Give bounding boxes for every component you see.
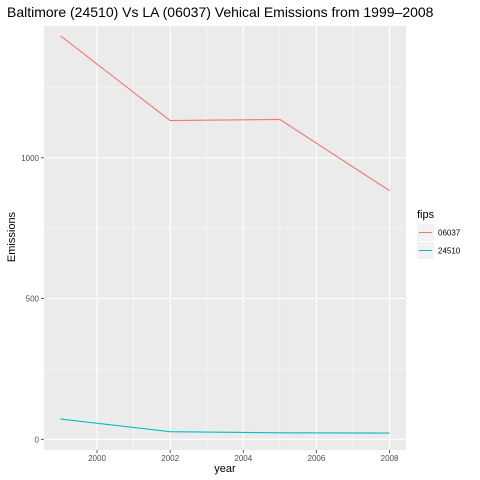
series-line-06037 (60, 35, 390, 192)
x-tick-label: 2002 (161, 454, 179, 463)
x-tick-label: 2000 (88, 454, 106, 463)
series-line-24510 (60, 418, 390, 434)
major-gridlines (44, 26, 406, 450)
minor-gridlines (44, 26, 406, 450)
x-axis: 2000 2002 2004 2006 2008 (88, 450, 399, 463)
y-tick-label: 0 (35, 435, 40, 444)
legend-label: 06037 (438, 229, 461, 238)
x-axis-title: year (214, 463, 236, 475)
series-lines (60, 35, 390, 434)
legend-title: fips (417, 209, 435, 221)
y-tick-label: 500 (26, 295, 40, 304)
y-tick-label: 1000 (21, 154, 39, 163)
y-axis: 0 500 1000 (21, 154, 44, 444)
legend-label: 24510 (438, 247, 461, 256)
x-tick-label: 2008 (381, 454, 399, 463)
chart-title: Baltimore (24510) Vs LA (06037) Vehical … (7, 4, 434, 20)
legend: fips 06037 24510 (417, 209, 461, 259)
y-axis-title: Emissions (6, 211, 18, 262)
plot-panel (44, 26, 406, 450)
x-tick-label: 2004 (234, 454, 252, 463)
x-tick-label: 2006 (308, 454, 326, 463)
legend-item-24510: 24510 (417, 242, 461, 259)
legend-item-06037: 06037 (417, 224, 461, 241)
